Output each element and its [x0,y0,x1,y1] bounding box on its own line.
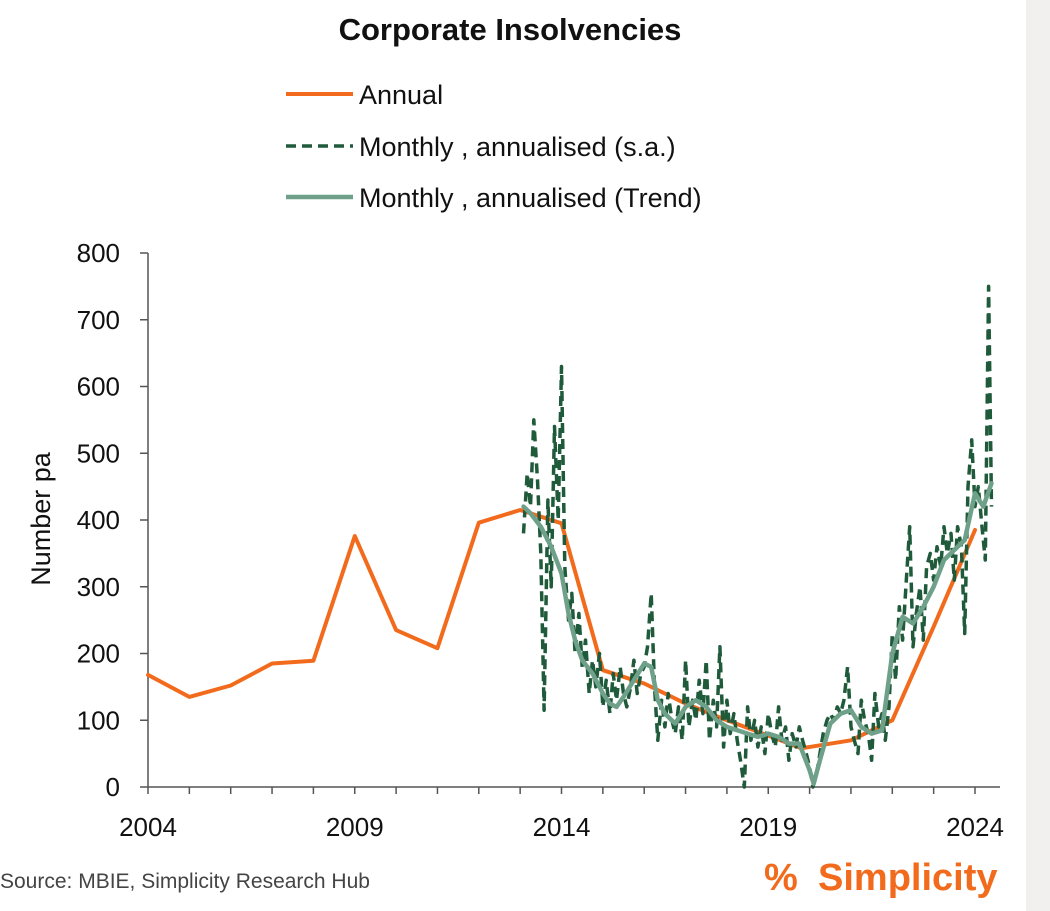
brand-logo: % Simplicity [764,857,998,899]
y-tick-label: 700 [77,305,120,335]
x-tick-label: 2024 [946,812,1004,842]
series-line-2 [521,481,994,786]
chart-title: Corporate Insolvencies [339,12,682,47]
x-tick-label: 2004 [119,812,177,842]
legend-label-0: Annual [359,80,443,110]
series-line-1 [521,284,994,789]
chart: Corporate Insolvencies Annual Monthly , a… [0,12,1004,899]
y-tick-label: 500 [77,438,120,468]
y-tick-label: 100 [77,705,120,735]
series-line-0 [146,508,977,751]
y-axis-title: Number pa [26,451,56,586]
y-tick-label: 400 [77,505,120,535]
legend: Annual Monthly , annualised (s.a.) Monthly… [286,80,702,213]
y-tick-label: 600 [77,372,120,402]
x-tick-label: 2009 [326,812,384,842]
y-tick-label: 800 [77,238,120,268]
legend-label-1: Monthly , annualised (s.a.) [359,132,676,162]
brand-name: Simplicity [818,857,998,899]
legend-label-2: Monthly , annualised (Trend) [359,183,702,213]
source-note: Source: MBIE, Simplicity Research Hub [0,870,370,893]
plot-area [146,284,994,789]
y-tick-label: 300 [77,572,120,602]
x-tick-label: 2019 [739,812,797,842]
brand-symbol: % [764,857,798,899]
x-tick-label: 2014 [533,812,591,842]
y-tick-label: 0 [106,772,120,802]
y-tick-label: 200 [77,639,120,669]
x-axis: 2004 2009 2014 2019 2024 [119,786,1004,842]
y-axis: 0 100 200 300 400 500 600 700 800 [77,238,149,802]
right-edge-strip [1026,0,1050,911]
